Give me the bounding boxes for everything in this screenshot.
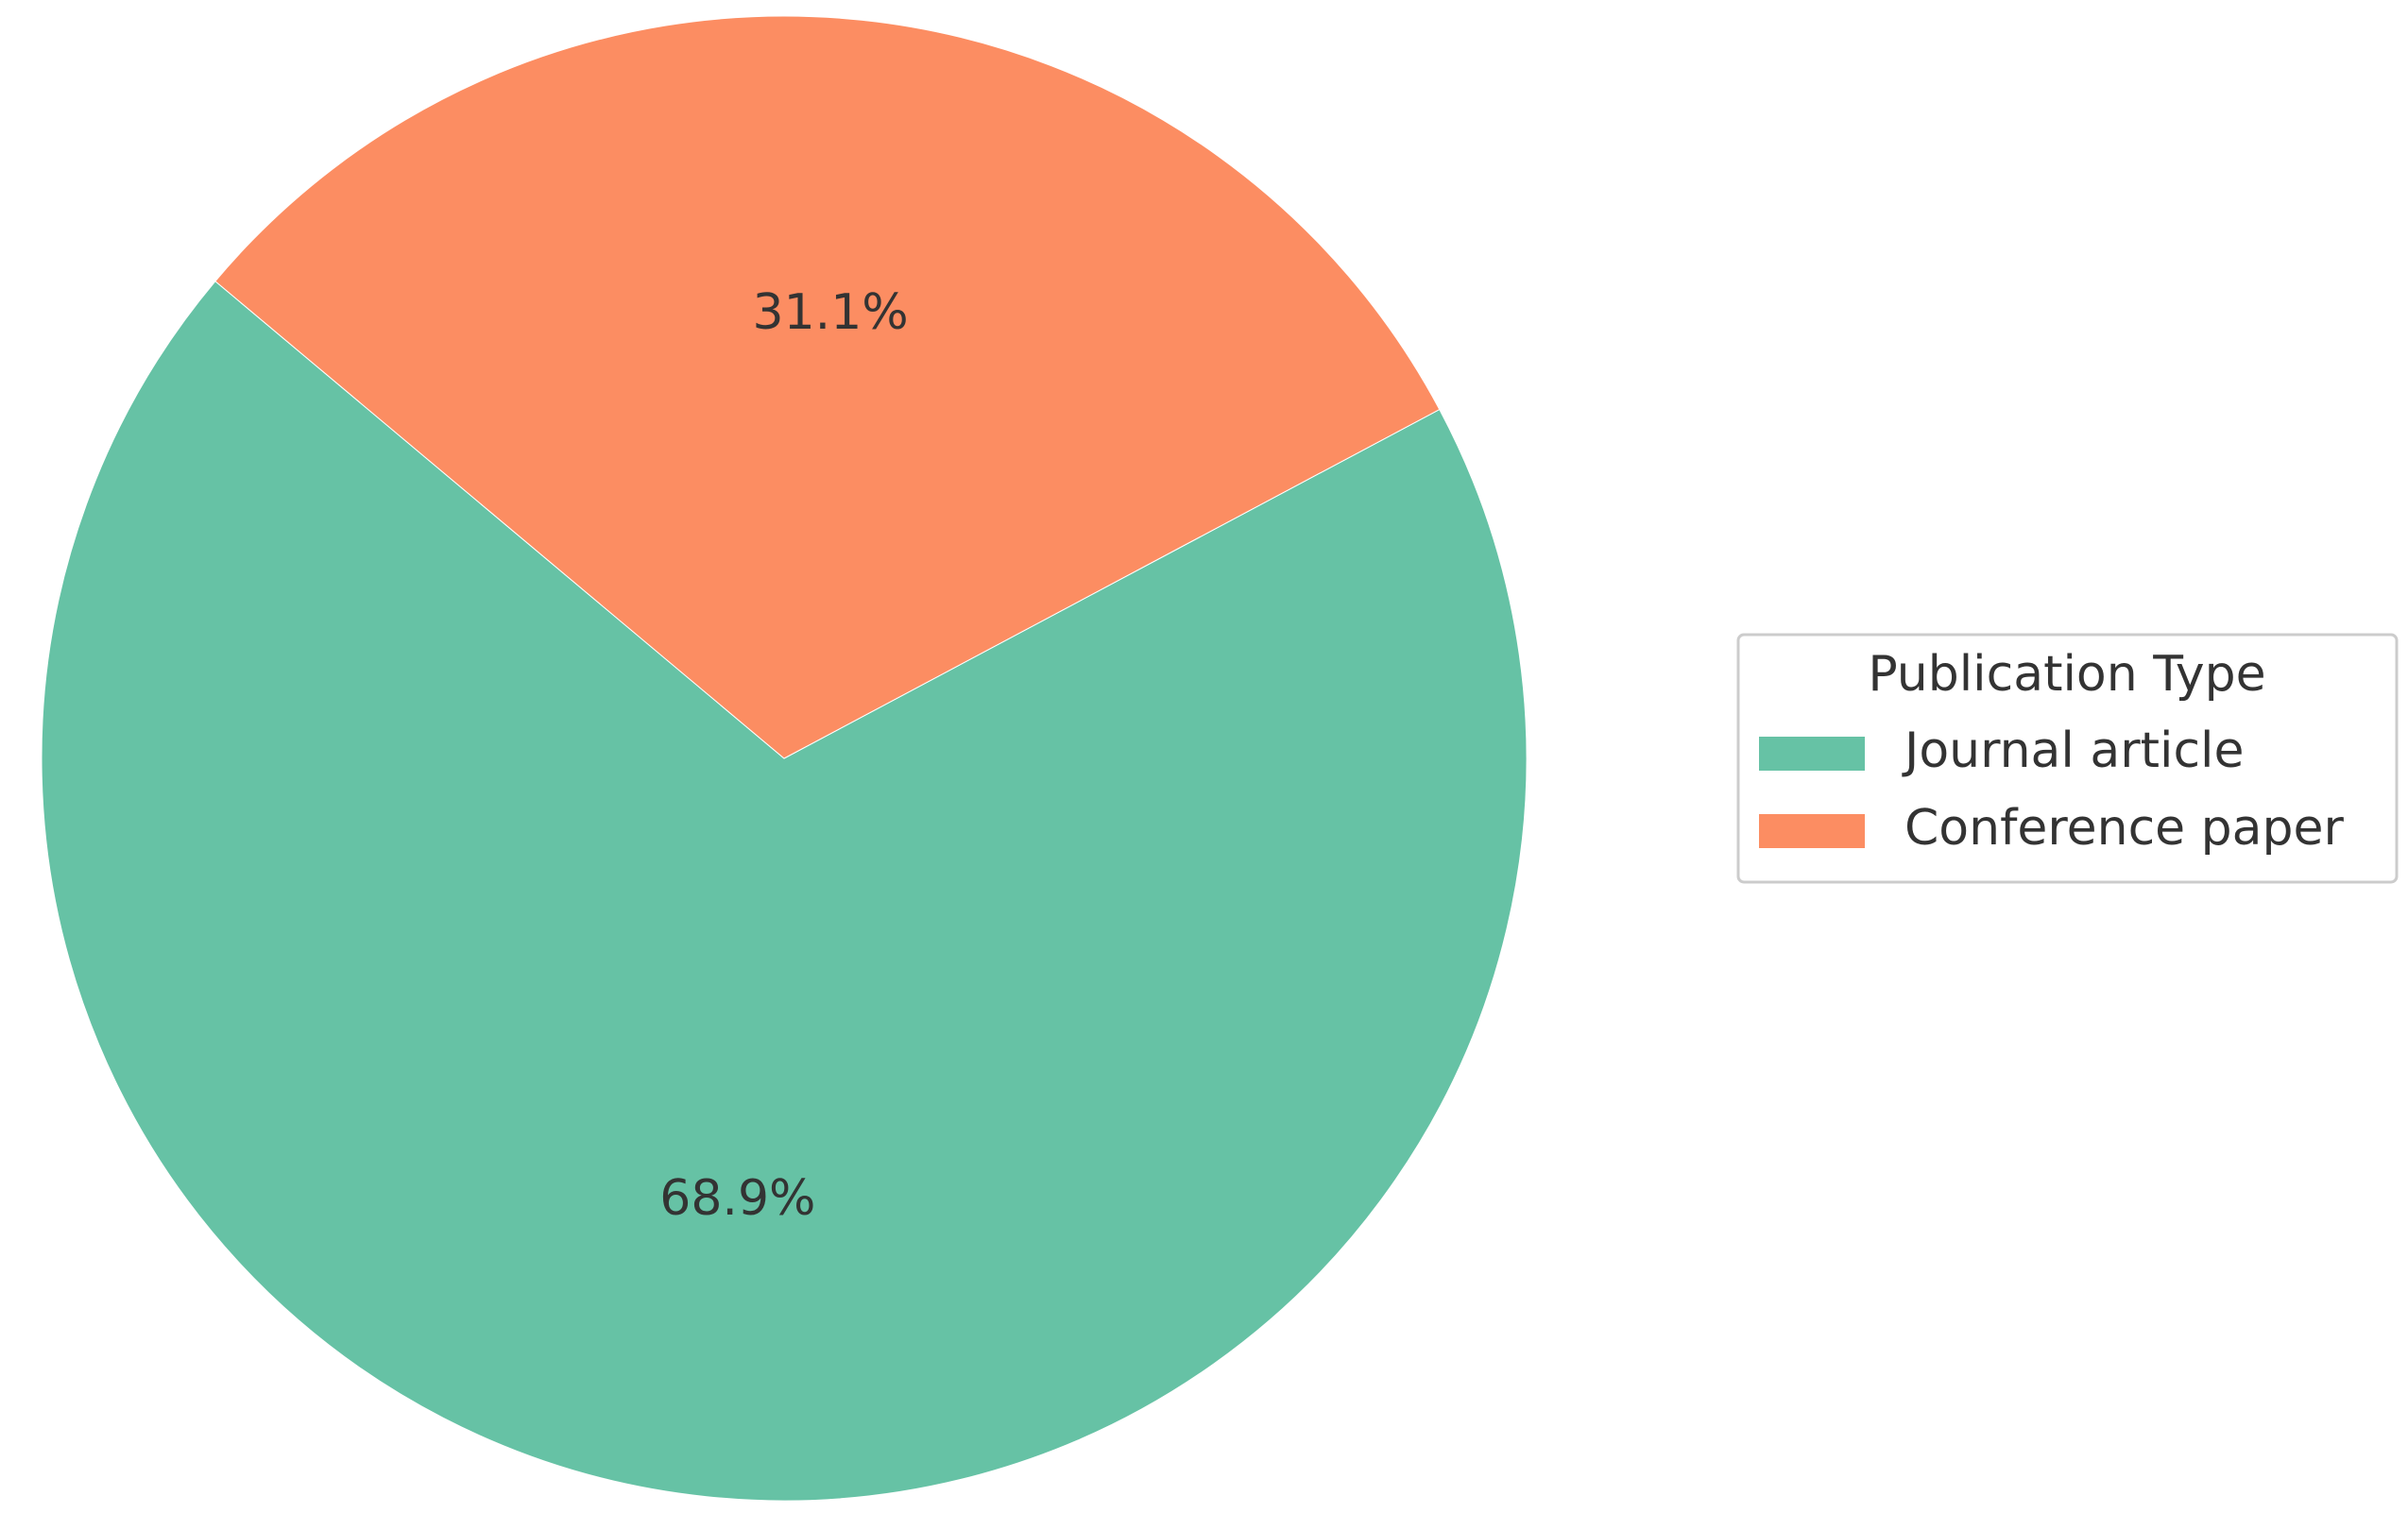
slice-label: 31.1% — [753, 284, 909, 341]
legend-label: Journal article — [1902, 722, 2244, 779]
legend: Publication Type Journal article Conferen… — [1736, 633, 2399, 884]
slice-label: 68.9% — [659, 1170, 815, 1227]
pie-slice — [214, 15, 1441, 759]
legend-swatch — [1759, 737, 1865, 771]
legend-box — [1736, 633, 2399, 884]
legend-label: Conference paper — [1904, 800, 2345, 857]
legend-title: Publication Type — [1868, 646, 2265, 703]
pie-slice — [41, 280, 1528, 1502]
legend-swatch — [1759, 814, 1865, 848]
pie: 68.9% 31.1% — [41, 15, 1528, 1502]
